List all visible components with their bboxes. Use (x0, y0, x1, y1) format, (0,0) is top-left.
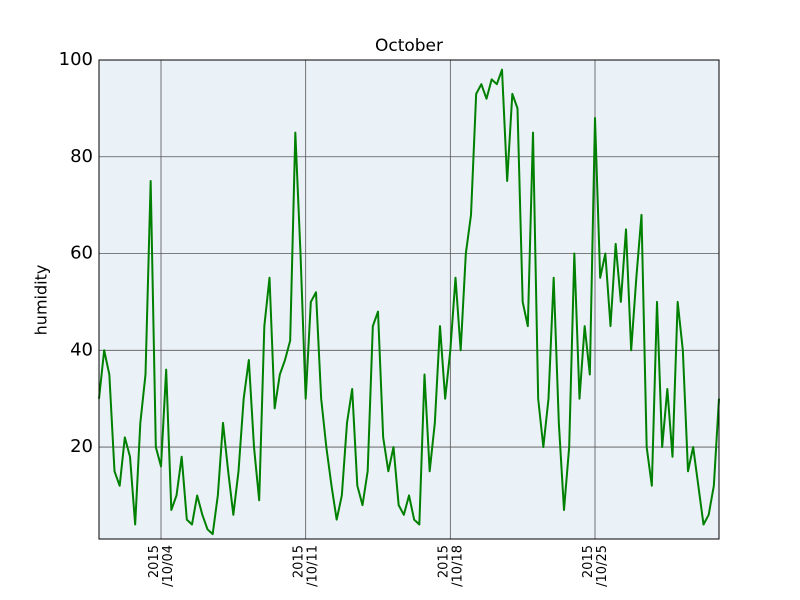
series (98, 68, 720, 536)
x-tick-label: 2015/10/18 (436, 545, 465, 587)
y-axis-label: humidity (32, 265, 51, 336)
x-tick-label: 2015/10/25 (581, 545, 610, 587)
y-tick-label: 100 (59, 49, 93, 70)
y-tick-label: 60 (70, 243, 93, 264)
chart-title: October (375, 36, 443, 56)
y-tick-label: 40 (70, 339, 93, 360)
plot-area (99, 60, 719, 539)
y-tick-label: 80 (70, 146, 93, 167)
x-tick-label: 2015/10/04 (147, 545, 176, 587)
x-tick-label: 2015/10/11 (291, 545, 320, 587)
data-line (98, 68, 720, 536)
y-tick-label: 20 (70, 436, 93, 457)
plot-frame (98, 59, 720, 540)
